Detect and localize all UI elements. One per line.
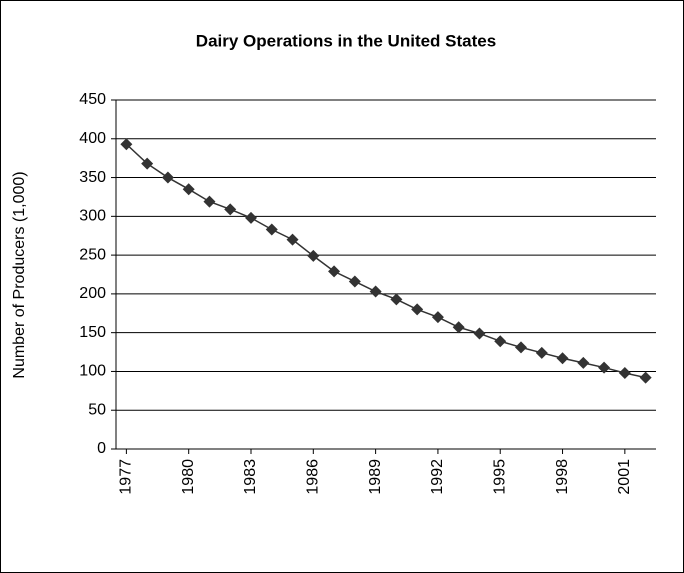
x-tick-label: 1980 xyxy=(180,459,197,495)
x-tick-label: 1998 xyxy=(554,459,571,495)
y-tick-label: 450 xyxy=(79,91,106,108)
data-point xyxy=(411,303,424,316)
x-tick-label: 2001 xyxy=(616,459,633,495)
data-point xyxy=(307,249,320,262)
data-point xyxy=(556,352,569,365)
y-axis-label: Number of Producers (1,000) xyxy=(11,171,28,378)
data-point xyxy=(431,311,444,324)
data-point xyxy=(598,361,611,374)
x-tick-label: 1977 xyxy=(118,459,135,495)
data-point xyxy=(224,203,237,216)
chart-title: Dairy Operations in the United States xyxy=(196,31,496,50)
data-point xyxy=(161,171,174,184)
data-point xyxy=(369,285,382,298)
data-point xyxy=(618,366,631,379)
data-point xyxy=(328,265,341,278)
x-tick-label: 1992 xyxy=(429,459,446,495)
x-tick-label: 1983 xyxy=(242,459,259,495)
data-point xyxy=(265,223,278,236)
data-point xyxy=(120,138,133,151)
data-point xyxy=(452,321,465,334)
data-point xyxy=(390,293,403,306)
data-point xyxy=(577,356,590,369)
data-point xyxy=(182,183,195,196)
data-point xyxy=(535,346,548,359)
data-point xyxy=(494,335,507,348)
y-tick-label: 200 xyxy=(79,285,106,302)
y-tick-label: 50 xyxy=(88,401,106,418)
data-point xyxy=(245,211,257,224)
y-tick-label: 250 xyxy=(79,246,106,263)
data-point xyxy=(515,341,527,354)
data-point xyxy=(203,195,216,208)
y-tick-label: 300 xyxy=(79,208,106,225)
x-tick-label: 1995 xyxy=(491,459,508,495)
data-point xyxy=(639,371,652,384)
y-tick-label: 350 xyxy=(79,169,106,186)
y-tick-label: 0 xyxy=(97,440,106,457)
x-tick-label: 1989 xyxy=(367,459,384,495)
data-point xyxy=(473,327,486,340)
x-tick-label: 1986 xyxy=(305,459,322,495)
y-tick-label: 100 xyxy=(79,363,106,380)
data-point xyxy=(141,157,154,170)
data-point xyxy=(286,233,299,246)
y-tick-label: 400 xyxy=(79,130,106,147)
data-point xyxy=(348,275,361,288)
y-tick-label: 150 xyxy=(79,324,106,341)
